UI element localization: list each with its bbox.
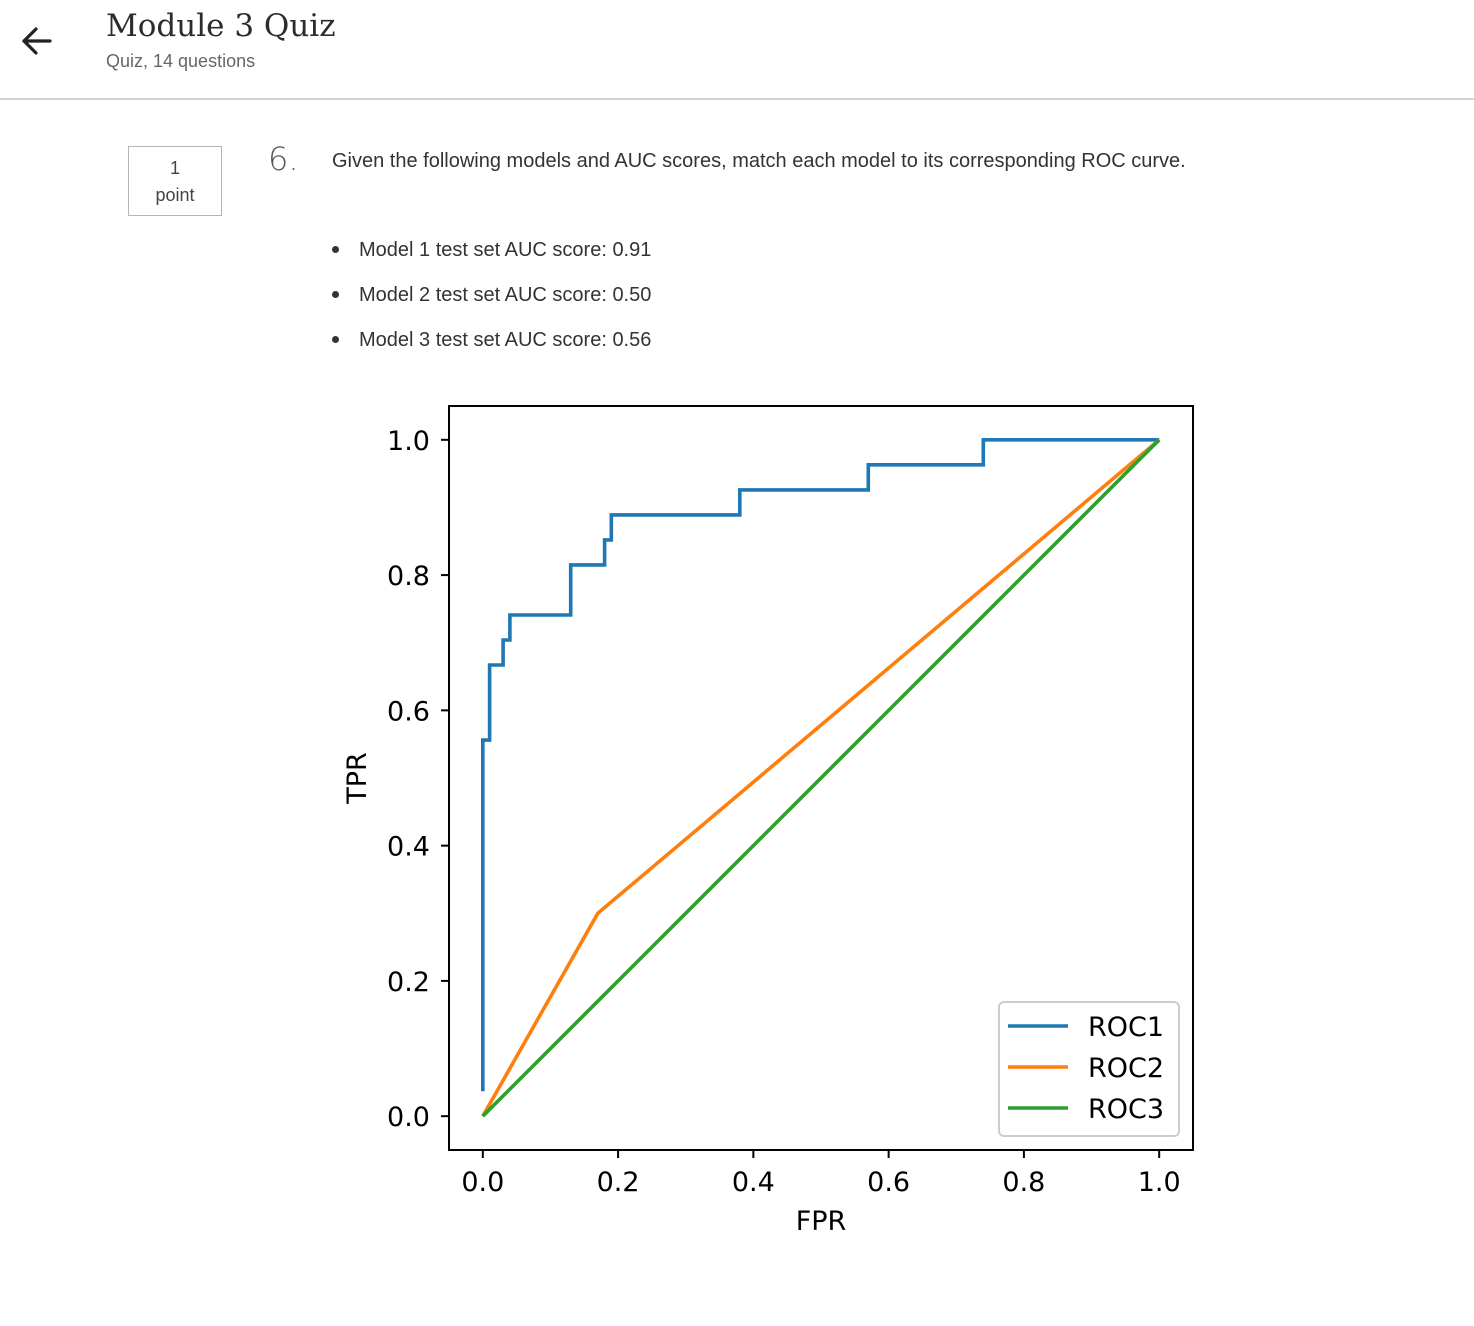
x-tick-label: 0.6: [867, 1167, 910, 1198]
bullet-icon: [332, 336, 339, 343]
y-tick-label: 0.0: [387, 1102, 430, 1133]
y-tick-label: 0.6: [387, 696, 430, 727]
series-line-roc2: [481, 438, 1161, 1118]
series-line-roc3: [481, 438, 1161, 1118]
page-title: Module 3 Quiz: [106, 8, 336, 44]
bullet-icon: [332, 246, 339, 253]
y-tick-label: 1.0: [387, 426, 430, 457]
series-line-roc1: [481, 437, 1160, 1092]
list-item: Model 3 test set AUC score: 0.56: [332, 324, 651, 369]
question-list: Model 1 test set AUC score: 0.91 Model 2…: [332, 234, 651, 369]
legend-label-roc3: ROC3: [1088, 1094, 1164, 1125]
y-tick-label: 0.2: [387, 967, 430, 998]
legend-label-roc2: ROC2: [1088, 1053, 1164, 1084]
points-value: 1: [169, 158, 180, 178]
arrow-left-icon: [22, 27, 52, 55]
y-tick-label: 0.8: [387, 561, 430, 592]
legend-box: [998, 1001, 1180, 1137]
list-item: Model 2 test set AUC score: 0.50: [332, 279, 651, 324]
y-tick-label: 0.4: [387, 832, 430, 863]
quiz-header: Module 3 Quiz Quiz, 14 questions: [0, 0, 1474, 100]
question-text: Given the following models and AUC score…: [332, 150, 1186, 172]
back-button[interactable]: [14, 18, 60, 64]
points-label: point: [155, 185, 195, 205]
roc-chart-svg: 0.0 0.2 0.4 0.6 0.8 1.0 0.0 0.2 0.4 0.6 0.8 1.0 FPR T…: [342, 405, 1194, 1237]
page-subtitle: Quiz, 14 questions: [106, 51, 256, 71]
x-tick-label: 0.4: [732, 1167, 775, 1198]
question-number: 6.: [268, 140, 299, 178]
x-tick-label: 1.0: [1138, 1167, 1181, 1198]
plot-frame: [448, 405, 1194, 1151]
bullet-icon: [332, 291, 339, 298]
list-item: Model 1 test set AUC score: 0.91: [332, 234, 651, 279]
legend-label-roc1: ROC1: [1088, 1012, 1164, 1043]
x-axis-label: FPR: [796, 1206, 847, 1237]
points-badge: 1 point: [128, 146, 222, 216]
x-tick-label: 0.0: [461, 1167, 504, 1198]
y-axis-label: TPR: [342, 752, 373, 805]
x-tick-label: 0.2: [597, 1167, 640, 1198]
x-tick-label: 0.8: [1002, 1167, 1045, 1198]
roc-chart: 0.0 0.2 0.4 0.6 0.8 1.0 0.0 0.2 0.4 0.6 0.8 1.0 FPR T…: [330, 392, 1210, 1252]
